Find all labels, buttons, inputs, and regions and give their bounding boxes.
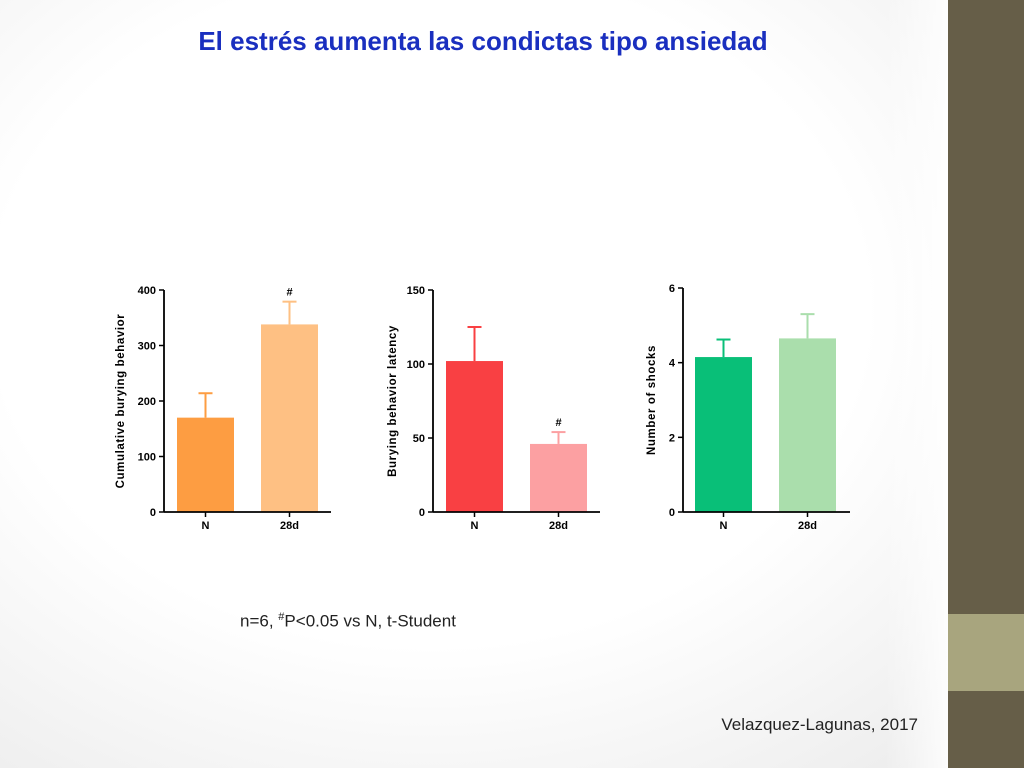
chart3-ytick-label-1: 2 bbox=[669, 432, 675, 444]
citation: Velazquez-Lagunas, 2017 bbox=[721, 715, 918, 734]
chart3-xtick-label-0: N bbox=[720, 520, 728, 532]
chart3-bar-0 bbox=[695, 357, 752, 512]
chart3-ytick-label-0: 0 bbox=[669, 507, 675, 519]
chart1-ytick-label-1: 100 bbox=[138, 452, 156, 464]
stats-note: n=6, #P<0.05 vs N, t-Student bbox=[240, 611, 456, 632]
chart1-bar-1 bbox=[261, 324, 318, 512]
chart2-xtick-label-0: N bbox=[471, 520, 479, 532]
chart2-bar-1 bbox=[530, 443, 587, 512]
chart1-ytick-label-4: 400 bbox=[138, 285, 156, 297]
side-decor-accent bbox=[948, 614, 1024, 691]
chart3-xtick-label-1: 28d bbox=[798, 520, 817, 532]
chart2-ylabel: Burying behavior latency bbox=[387, 325, 399, 477]
chart1-xtick-label-1: 28d bbox=[280, 520, 299, 532]
slide-title: El estrés aumenta las condictas tipo ans… bbox=[198, 26, 768, 56]
stats-note-suffix: P<0.05 vs N, t-Student bbox=[284, 611, 456, 631]
chart1-ylabel: Cumulative burying behavior bbox=[115, 314, 127, 489]
stats-note-prefix: n=6, bbox=[240, 611, 279, 631]
chart1-ytick-label-3: 300 bbox=[138, 341, 156, 353]
chart1-bar-0 bbox=[177, 417, 234, 512]
chart3-ytick-label-2: 4 bbox=[669, 358, 676, 370]
chart3-ytick-label-3: 6 bbox=[669, 283, 675, 295]
chart1-ytick-label-2: 200 bbox=[138, 396, 156, 408]
chart2-ytick-label-3: 150 bbox=[407, 285, 425, 297]
chart3-ylabel: Number of shocks bbox=[646, 345, 658, 455]
side-light-gradient bbox=[885, 0, 948, 768]
chart2-ytick-label-0: 0 bbox=[419, 507, 425, 519]
chart1-xtick-label-0: N bbox=[202, 520, 210, 532]
chart2-ytick-label-2: 100 bbox=[407, 359, 425, 371]
chart1-significance-mark-1: # bbox=[286, 287, 292, 299]
chart2-bar-0 bbox=[446, 361, 503, 512]
chart2-ytick-label-1: 50 bbox=[413, 433, 425, 445]
chart2-significance-mark-1: # bbox=[555, 417, 561, 429]
chart2-xtick-label-1: 28d bbox=[549, 520, 568, 532]
chart1-ytick-label-0: 0 bbox=[150, 507, 156, 519]
stats-note-hash: # bbox=[278, 611, 285, 623]
chart3-bar-1 bbox=[779, 338, 836, 512]
